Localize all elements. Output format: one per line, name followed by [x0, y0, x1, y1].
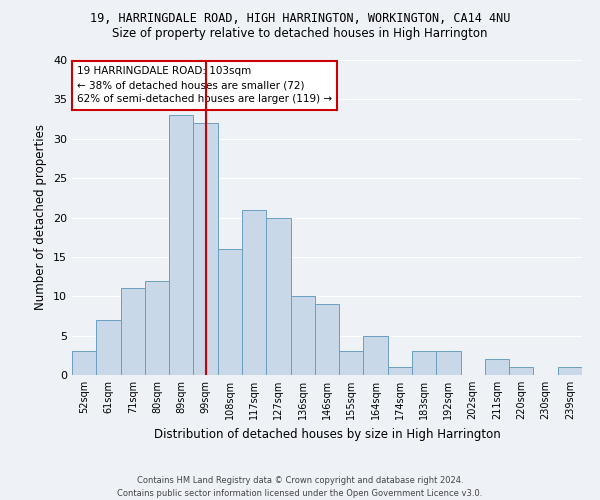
Bar [169, 115, 193, 375]
Bar [339, 352, 364, 375]
Bar [145, 280, 169, 375]
Bar [412, 352, 436, 375]
Bar [364, 336, 388, 375]
Text: Size of property relative to detached houses in High Harrington: Size of property relative to detached ho… [112, 28, 488, 40]
Y-axis label: Number of detached properties: Number of detached properties [34, 124, 47, 310]
Bar [509, 367, 533, 375]
Bar [218, 249, 242, 375]
Text: 19 HARRINGDALE ROAD: 103sqm
← 38% of detached houses are smaller (72)
62% of sem: 19 HARRINGDALE ROAD: 103sqm ← 38% of det… [77, 66, 332, 104]
Text: 19, HARRINGDALE ROAD, HIGH HARRINGTON, WORKINGTON, CA14 4NU: 19, HARRINGDALE ROAD, HIGH HARRINGTON, W… [90, 12, 510, 26]
Bar [242, 210, 266, 375]
Text: Contains HM Land Registry data © Crown copyright and database right 2024.
Contai: Contains HM Land Registry data © Crown c… [118, 476, 482, 498]
Bar [290, 296, 315, 375]
Bar [96, 320, 121, 375]
Bar [266, 218, 290, 375]
Bar [558, 367, 582, 375]
Bar [72, 352, 96, 375]
Bar [485, 359, 509, 375]
Bar [436, 352, 461, 375]
X-axis label: Distribution of detached houses by size in High Harrington: Distribution of detached houses by size … [154, 428, 500, 440]
Bar [121, 288, 145, 375]
Bar [315, 304, 339, 375]
Bar [388, 367, 412, 375]
Bar [193, 123, 218, 375]
